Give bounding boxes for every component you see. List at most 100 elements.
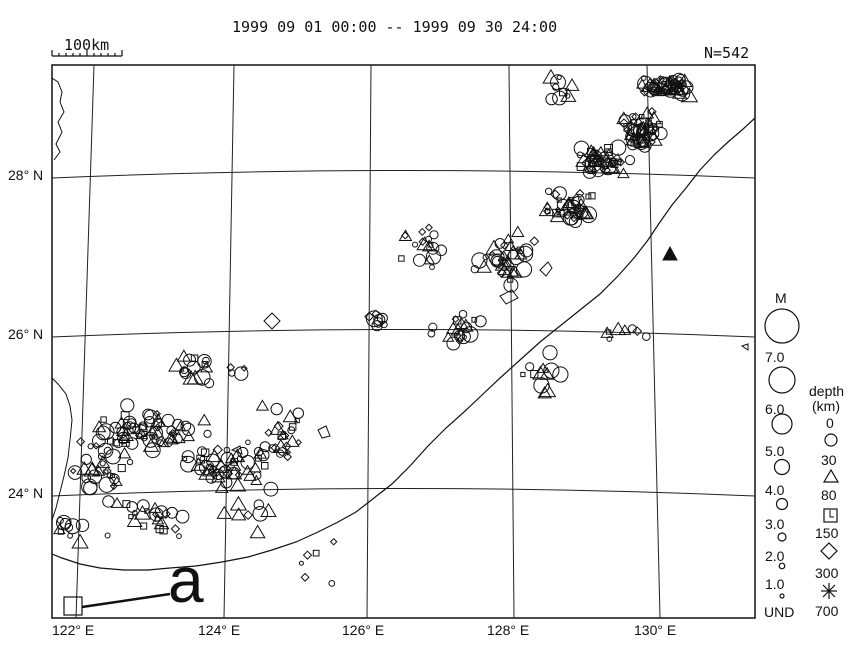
legend-depth-700: 700 [815,603,839,619]
legend-mag-4-symbol [773,458,791,476]
earthquake-symbol-423 [106,472,114,480]
earthquake-symbol-81 [639,106,655,119]
earthquake-symbol-315 [120,398,135,413]
earthquake-symbol-531 [539,382,557,398]
earthquake-symbol-405 [249,461,262,473]
earthquake-symbol-198 [538,201,557,217]
earthquake-symbol-387 [211,469,226,483]
earthquake-symbol-465 [253,446,268,459]
earthquake-symbol-286 [545,92,558,106]
earthquake-symbol-448 [272,438,290,453]
earthquake-symbol-433 [99,460,106,467]
earthquake-symbol-330 [120,411,130,421]
earthquake-symbol-233 [504,244,522,260]
earthquake-symbol-243 [435,244,448,257]
earthquake-symbol-420 [67,465,83,480]
earthquake-symbol-528 [249,524,266,539]
earthquake-symbol-235 [426,241,440,255]
earthquake-symbol-220 [488,249,505,266]
earthquake-symbol-471 [226,363,236,372]
earthquake-symbol-422 [117,464,126,473]
earthquake-symbol-485 [228,369,236,377]
earthquake-symbol-358 [197,413,212,426]
earthquake-symbol-428 [98,476,115,493]
earthquake-symbol-549 [329,537,338,546]
earthquake-symbol-505 [104,532,111,539]
earthquake-symbol-62 [646,119,654,128]
earthquake-symbol-441 [240,455,255,470]
earthquake-symbol-401 [214,480,229,493]
islands [230,153,749,455]
earthquake-symbol-445 [259,441,271,453]
earthquake-symbol-511 [149,507,164,522]
earthquake-symbol-519 [176,533,182,539]
lat-label-26n: 26° N [8,326,44,342]
earthquake-symbol-172 [585,193,592,200]
earthquake-symbol-482 [202,356,210,365]
earthquake-symbol-102 [650,129,657,136]
earthquake-symbol-193 [561,197,577,210]
earthquake-symbol-272 [453,332,462,340]
earthquake-symbol-26 [641,77,659,93]
earthquake-symbol-154 [608,158,618,168]
earthquake-symbol-418 [83,462,101,477]
earthquake-symbol-516 [126,513,143,528]
annotation-label-a: a [168,544,204,616]
earthquake-symbol-287 [556,74,562,81]
legend-depth-symbols [820,433,840,599]
earthquake-symbol-538 [520,371,526,378]
earthquake-symbol-270 [461,326,479,343]
earthquake-symbol-271 [458,309,468,319]
earthquake-symbol-94 [633,133,651,149]
earthquake-symbol-283 [564,77,580,91]
earthquake-symbol-245 [429,264,435,271]
earthquake-symbol-460 [270,442,281,453]
earthquake-symbol-diamond-large [263,312,281,330]
earthquake-symbol-546 [627,324,637,334]
earthquake-symbol-486 [71,533,89,549]
earthquake-symbol-341 [142,408,155,421]
earthquake-symbol-451 [283,452,292,462]
earthquake-symbol-85 [634,120,652,136]
earthquake-symbol-512 [170,524,181,534]
earthquake-symbol-71 [633,118,644,128]
legend-depth-unit: (km) [812,398,840,414]
earthquake-symbol-382 [212,468,224,480]
earthquake-symbol-404 [199,455,206,462]
earthquake-symbol-551 [300,572,310,582]
earthquake-symbol-374 [225,456,242,471]
earthquake-symbol-365 [263,481,279,497]
earthquake-symbol-199 [550,189,561,200]
legend-mag-1: 1.0 [765,576,785,592]
earthquake-symbol-226 [506,266,519,277]
earthquake-symbol-550 [302,550,313,560]
earthquake-symbol-244 [413,253,426,267]
earthquake-symbol-46 [667,86,677,96]
earthquake-symbol-210 [471,252,488,269]
earthquake-symbol-242 [418,237,427,246]
earthquake-symbol-280 [373,313,386,326]
earthquake-symbol-323 [203,429,212,438]
earthquake-symbol-520 [122,500,131,509]
earthquake-symbol-525 [229,495,248,511]
earthquake-symbol-342 [151,426,164,438]
earthquake-symbol-178 [577,207,591,219]
legend-mag-1-symbol [778,562,786,570]
earthquake-symbol-468 [204,378,215,389]
earthquake-symbol-400 [243,469,257,481]
earthquake-symbol-535 [525,362,535,372]
legend-depth-30: 30 [821,452,837,468]
earthquake-symbol-105 [649,138,656,146]
legend-mag-und-symbol [779,593,785,599]
earthquake-symbol-475 [176,349,192,362]
earthquake-symbol-250 [401,231,410,240]
lon-label-128e: 128° E [487,622,530,638]
lon-label-122e: 122° E [52,622,95,638]
earthquake-symbol-208 [476,259,492,273]
earthquake-symbol-421 [87,443,94,450]
earthquake-symbol-371 [181,450,195,464]
earthquake-symbol-227 [497,257,511,269]
earthquake-symbol-504 [133,505,152,520]
earthquake-symbol-462 [245,439,251,446]
